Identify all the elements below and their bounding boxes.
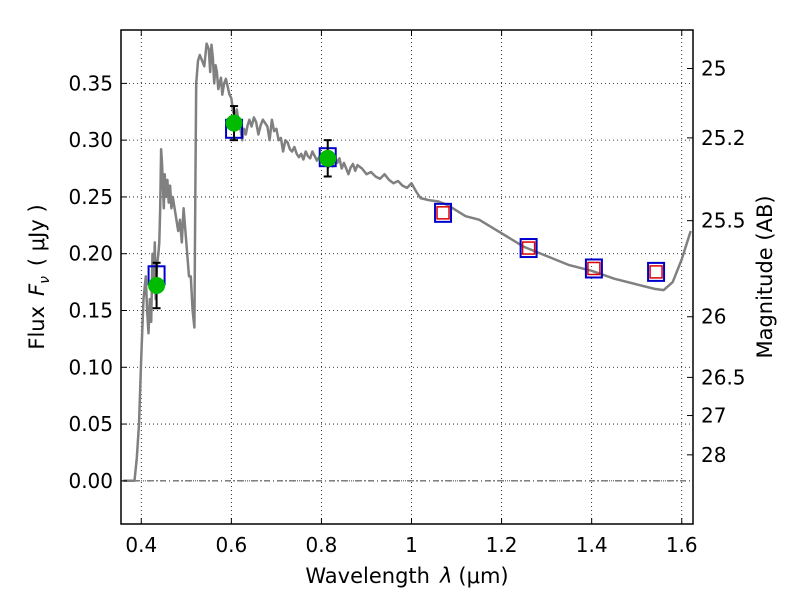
x-tick-label: 0.8 — [306, 533, 338, 557]
x-tick-label: 1.2 — [486, 533, 518, 557]
y-tick-label: 0.30 — [68, 128, 113, 152]
limit-flux-square — [587, 261, 601, 276]
y-axis-title: FluxFν( μJy ) — [25, 204, 53, 349]
limit-flux-square — [521, 241, 536, 255]
plot-frame — [120, 29, 694, 525]
y2-tick-label: 25.5 — [701, 209, 746, 233]
plot-area — [123, 42, 692, 483]
x-tick-label: 0.4 — [125, 533, 157, 557]
y-tick-label: 0.00 — [68, 469, 113, 493]
limit-flux-square — [649, 265, 663, 279]
x-axis-ticks: 0.4 0.6 0.8 1 1.2 1.4 1.6 — [125, 30, 698, 557]
y-axis-ticks: 0.00 0.05 0.10 0.15 0.20 0.25 0.30 0.35 — [68, 71, 127, 493]
observed-flux-point — [148, 277, 166, 295]
model-flux-square — [434, 202, 453, 223]
x-tick-label: 1 — [405, 533, 418, 557]
y2-axis-title: Magnitude (AB) — [753, 195, 777, 358]
x-tick-label: 1.4 — [576, 533, 608, 557]
y2-tick-label: 25.2 — [701, 126, 746, 150]
x-tick-label: 1.6 — [666, 533, 698, 557]
model-flux-square — [584, 258, 603, 279]
x-tick-label: 0.6 — [215, 533, 247, 557]
y-tick-label: 0.35 — [68, 71, 113, 95]
observed-flux-point — [319, 149, 337, 167]
y2-tick-label: 26 — [701, 305, 726, 329]
grid-lines — [121, 30, 693, 524]
sed-model-line — [123, 42, 692, 483]
observed-flux-point — [225, 114, 243, 132]
y-tick-label: 0.10 — [68, 355, 113, 379]
model-flux-square — [647, 261, 666, 282]
y2-axis-ticks: 25 25.2 25.5 26 26.5 27 28 — [687, 56, 746, 467]
model-flux-square — [519, 238, 538, 259]
limit-flux-square — [436, 206, 450, 220]
y2-tick-label: 26.5 — [701, 365, 746, 389]
y2-tick-label: 27 — [701, 404, 726, 428]
x-axis-title: Wavelength λ (μm) — [305, 564, 508, 588]
y-tick-label: 0.20 — [68, 242, 113, 266]
y-tick-label: 0.25 — [68, 185, 113, 209]
y-tick-label: 0.05 — [68, 412, 113, 436]
y-tick-label: 0.15 — [68, 299, 113, 323]
y2-tick-label: 28 — [701, 443, 726, 467]
y2-tick-label: 25 — [701, 56, 726, 80]
